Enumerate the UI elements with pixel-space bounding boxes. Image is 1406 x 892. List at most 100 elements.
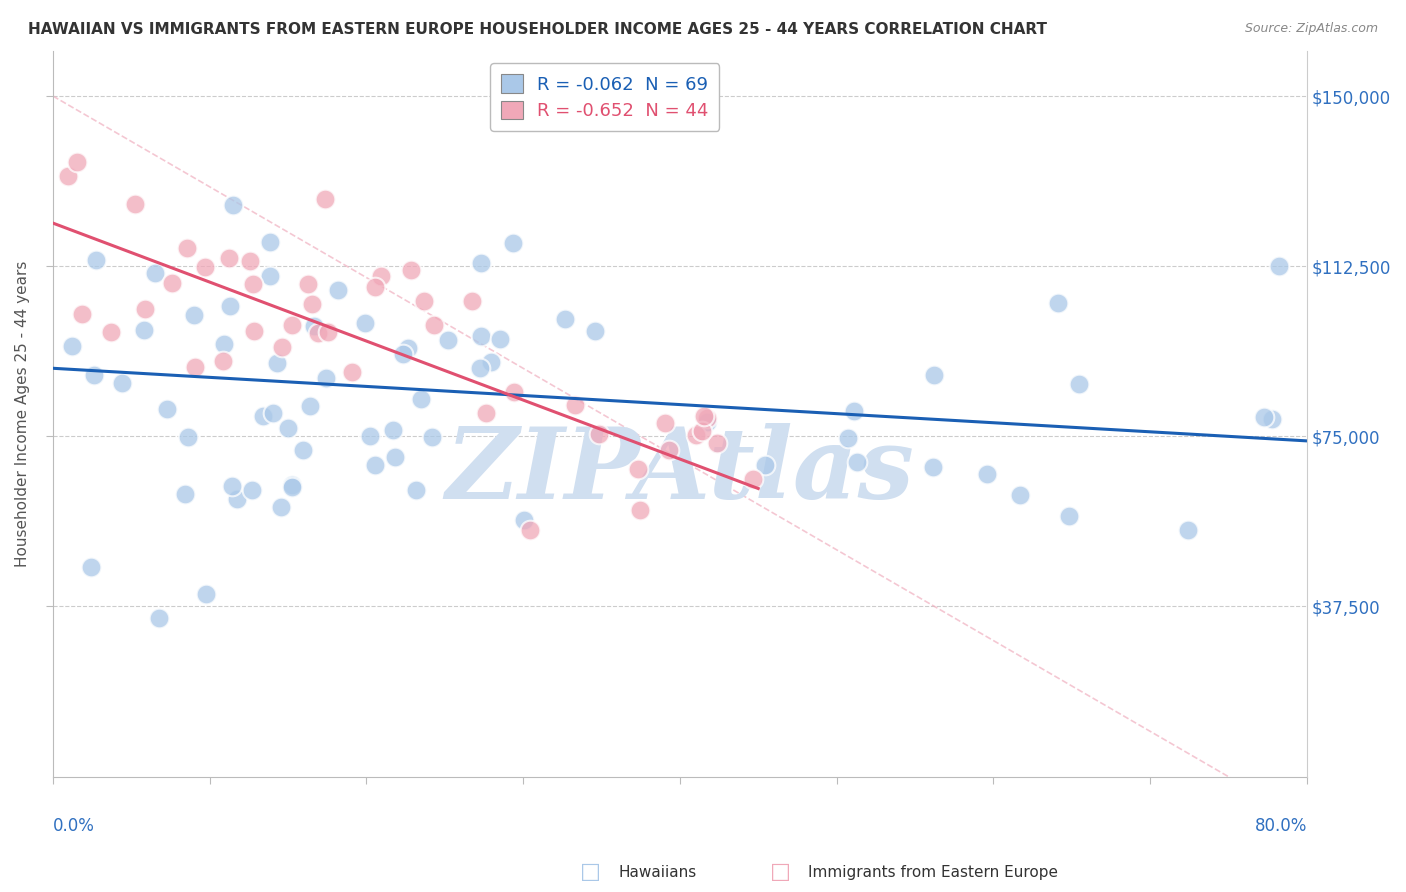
Point bbox=[66, 155, 89, 169]
Point bbox=[184, 360, 207, 375]
Point bbox=[242, 277, 264, 291]
Point bbox=[475, 406, 498, 420]
Point bbox=[364, 280, 387, 294]
Point bbox=[489, 332, 512, 346]
Point bbox=[212, 336, 235, 351]
Point bbox=[437, 333, 460, 347]
Point bbox=[221, 478, 243, 492]
Point bbox=[173, 486, 195, 500]
Point bbox=[307, 326, 329, 340]
Point bbox=[252, 409, 274, 424]
Point bbox=[298, 400, 321, 414]
Point bbox=[194, 587, 217, 601]
Point bbox=[84, 252, 107, 267]
Point bbox=[461, 293, 484, 308]
Text: □: □ bbox=[581, 863, 600, 882]
Point bbox=[837, 431, 859, 445]
Point bbox=[392, 347, 415, 361]
Y-axis label: Householder Income Ages 25 - 44 years: Householder Income Ages 25 - 44 years bbox=[15, 260, 30, 566]
Point bbox=[503, 384, 526, 399]
Point bbox=[194, 260, 217, 275]
Point bbox=[846, 455, 869, 469]
Point bbox=[399, 263, 422, 277]
Point bbox=[225, 491, 247, 506]
Point bbox=[384, 450, 406, 465]
Point bbox=[706, 435, 728, 450]
Point bbox=[468, 361, 491, 376]
Point bbox=[922, 368, 945, 382]
Point bbox=[742, 472, 765, 486]
Point bbox=[359, 429, 381, 443]
Point bbox=[693, 409, 716, 424]
Point bbox=[658, 442, 681, 457]
Point bbox=[56, 169, 79, 183]
Point bbox=[754, 458, 776, 473]
Point bbox=[124, 196, 146, 211]
Point bbox=[502, 236, 524, 251]
Point bbox=[301, 296, 323, 310]
Point bbox=[976, 467, 998, 481]
Point bbox=[370, 269, 392, 284]
Point bbox=[277, 421, 299, 435]
Point bbox=[513, 512, 536, 526]
Point bbox=[353, 316, 375, 330]
Text: Immigrants from Eastern Europe: Immigrants from Eastern Europe bbox=[808, 865, 1059, 880]
Point bbox=[281, 480, 304, 494]
Point bbox=[297, 277, 319, 292]
Point bbox=[470, 256, 492, 270]
Point bbox=[1047, 296, 1070, 310]
Point bbox=[413, 293, 436, 308]
Point bbox=[183, 308, 205, 322]
Point bbox=[239, 253, 262, 268]
Text: □: □ bbox=[770, 863, 790, 882]
Point bbox=[83, 368, 105, 382]
Point bbox=[1261, 412, 1284, 426]
Text: ZIPAtlas: ZIPAtlas bbox=[446, 424, 914, 520]
Point bbox=[1253, 409, 1275, 424]
Point bbox=[423, 318, 446, 332]
Text: 80.0%: 80.0% bbox=[1254, 816, 1306, 835]
Point bbox=[281, 477, 304, 491]
Point bbox=[145, 266, 167, 280]
Point bbox=[583, 324, 606, 338]
Point bbox=[1010, 488, 1032, 502]
Point bbox=[243, 324, 266, 338]
Point bbox=[588, 426, 610, 441]
Point bbox=[134, 302, 156, 317]
Point bbox=[270, 500, 292, 515]
Point bbox=[519, 523, 541, 537]
Point bbox=[60, 339, 83, 353]
Point bbox=[177, 430, 200, 444]
Point bbox=[554, 312, 576, 326]
Point bbox=[100, 325, 122, 339]
Point bbox=[262, 406, 284, 420]
Point bbox=[222, 198, 245, 212]
Point bbox=[314, 193, 336, 207]
Point bbox=[922, 460, 945, 475]
Point bbox=[148, 611, 170, 625]
Point bbox=[315, 371, 337, 385]
Legend: R = -0.062  N = 69, R = -0.652  N = 44: R = -0.062 N = 69, R = -0.652 N = 44 bbox=[491, 63, 720, 131]
Point bbox=[685, 428, 707, 442]
Point bbox=[1268, 259, 1291, 273]
Point bbox=[270, 340, 292, 354]
Point bbox=[70, 307, 93, 321]
Point bbox=[396, 341, 419, 355]
Point bbox=[470, 329, 492, 343]
Point bbox=[564, 399, 586, 413]
Point bbox=[162, 277, 184, 291]
Point bbox=[1067, 377, 1090, 392]
Text: Source: ZipAtlas.com: Source: ZipAtlas.com bbox=[1244, 22, 1378, 36]
Point bbox=[411, 392, 433, 406]
Point bbox=[627, 462, 650, 476]
Point bbox=[304, 319, 326, 334]
Point bbox=[1057, 509, 1080, 524]
Point bbox=[259, 235, 281, 249]
Point bbox=[259, 269, 281, 284]
Point bbox=[80, 560, 103, 574]
Point bbox=[842, 404, 865, 418]
Text: HAWAIIAN VS IMMIGRANTS FROM EASTERN EUROPE HOUSEHOLDER INCOME AGES 25 - 44 YEARS: HAWAIIAN VS IMMIGRANTS FROM EASTERN EURO… bbox=[28, 22, 1047, 37]
Point bbox=[281, 318, 304, 332]
Point bbox=[405, 483, 427, 497]
Point bbox=[316, 325, 339, 339]
